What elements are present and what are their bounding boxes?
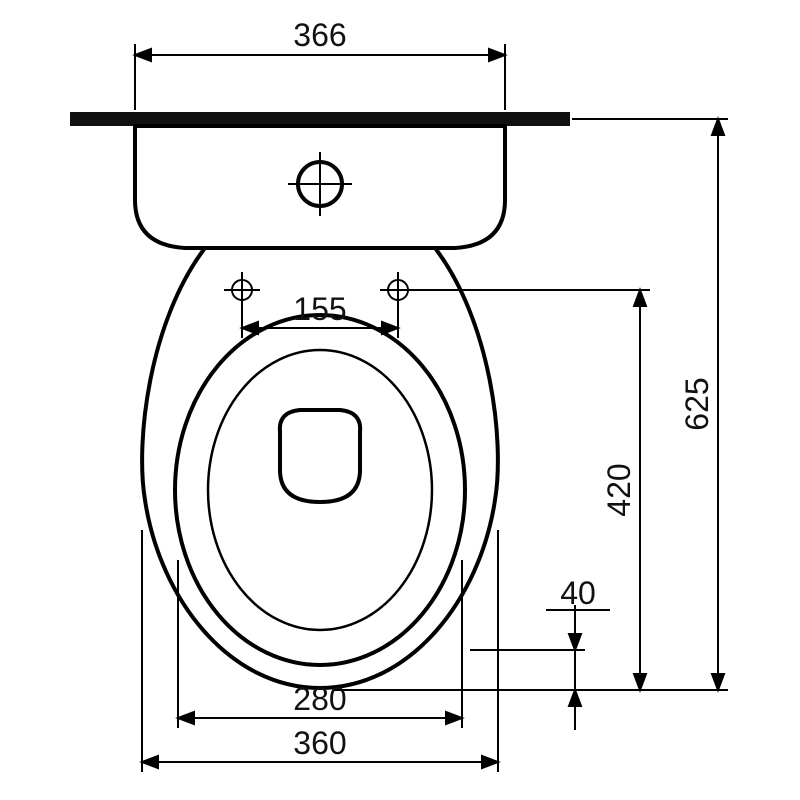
tank-top-bar (70, 112, 570, 126)
dim-366: 366 (135, 17, 505, 110)
dim-625: 625 (335, 119, 728, 690)
dim-360-label: 360 (293, 725, 346, 761)
technical-drawing: 366 155 280 360 (0, 0, 800, 800)
dim-40: 40 (470, 575, 610, 730)
dimensions: 366 155 280 360 (135, 17, 728, 772)
dim-366-label: 366 (293, 17, 346, 53)
dim-280-label: 280 (293, 681, 346, 717)
dim-420: 420 (412, 290, 650, 690)
dim-40-label: 40 (560, 575, 596, 611)
dim-420-label: 420 (601, 463, 637, 516)
dim-360: 360 (142, 530, 498, 772)
dim-280: 280 (178, 560, 462, 728)
seat-inner (208, 350, 432, 630)
dim-155: 155 (242, 291, 398, 338)
dim-625-label: 625 (679, 377, 715, 430)
dim-155-label: 155 (293, 291, 346, 327)
flush-button-center (288, 152, 352, 216)
lid-plug (280, 410, 360, 502)
seat-outer (175, 315, 465, 665)
